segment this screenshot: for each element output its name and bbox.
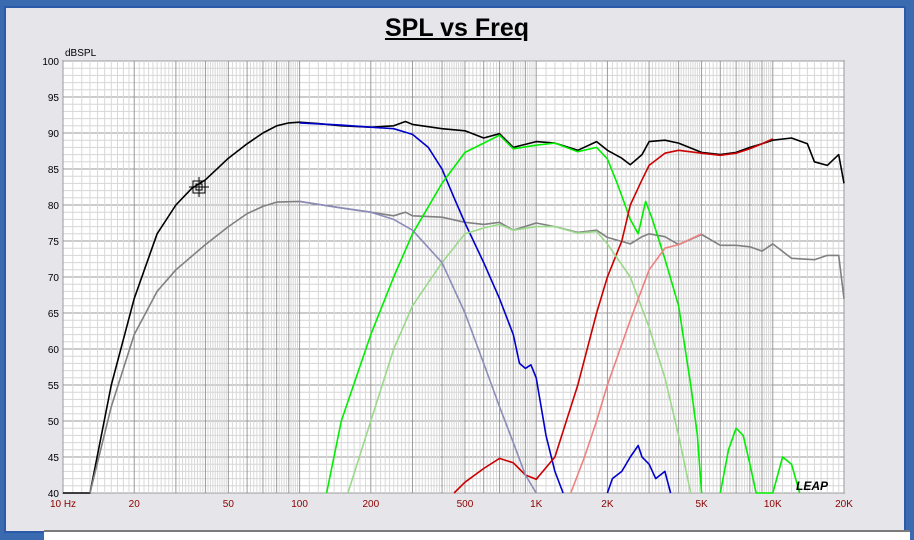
y-tick-label: 90 xyxy=(48,129,60,140)
y-tick-label: 80 xyxy=(48,201,60,212)
status-strip xyxy=(44,530,910,540)
y-tick-label: 65 xyxy=(48,309,60,320)
series-line-7 xyxy=(570,233,702,494)
y-tick-label: 95 xyxy=(48,93,60,104)
series-line-extra-1 xyxy=(719,427,801,494)
series-line-extra-0 xyxy=(606,444,672,494)
y-tick-label: 45 xyxy=(48,453,60,464)
ticks-group: 40 45 50 55 60 65 70 75 80 85 90 95 100 10 Hz 20 50 100 2… xyxy=(42,57,853,510)
x-tick-label: 50 xyxy=(223,499,235,510)
x-tick-label: 5K xyxy=(695,499,708,510)
x-tick-label: 10 Hz xyxy=(50,499,76,510)
y-tick-label: 60 xyxy=(48,345,60,356)
series-line-0 xyxy=(63,120,845,494)
series-line-4 xyxy=(453,138,774,494)
series-line-1 xyxy=(89,200,845,494)
crosshair-cursor-icon[interactable] xyxy=(189,177,209,197)
series-line-5 xyxy=(347,223,692,494)
y-tick-label: 50 xyxy=(48,417,60,428)
y-tick-label: 55 xyxy=(48,381,60,392)
x-tick-label: 500 xyxy=(457,499,474,510)
y-tick-label: 70 xyxy=(48,273,60,284)
y-axis-label: dBSPL xyxy=(65,48,97,59)
series-line-3 xyxy=(325,134,703,494)
series-line-6 xyxy=(299,200,537,494)
x-tick-label: 2K xyxy=(601,499,614,510)
cursor-box xyxy=(192,180,206,194)
grid xyxy=(62,60,845,494)
x-tick-label: 20 xyxy=(129,499,141,510)
y-tick-label: 40 xyxy=(48,489,60,500)
x-tick-label: 10K xyxy=(764,499,782,510)
x-tick-label: 100 xyxy=(291,499,308,510)
series-line-2 xyxy=(299,122,564,494)
y-tick-label: 85 xyxy=(48,165,60,176)
leap-watermark: LEAP xyxy=(796,479,829,493)
series-group xyxy=(63,120,845,494)
x-tick-label: 200 xyxy=(362,499,379,510)
x-tick-label: 1K xyxy=(530,499,543,510)
chart-title: SPL vs Freq xyxy=(384,14,530,42)
y-tick-label: 75 xyxy=(48,237,60,248)
x-tick-label: 20K xyxy=(835,499,853,510)
y-tick-label: 100 xyxy=(42,57,59,68)
cursor-inner-box xyxy=(195,183,203,191)
